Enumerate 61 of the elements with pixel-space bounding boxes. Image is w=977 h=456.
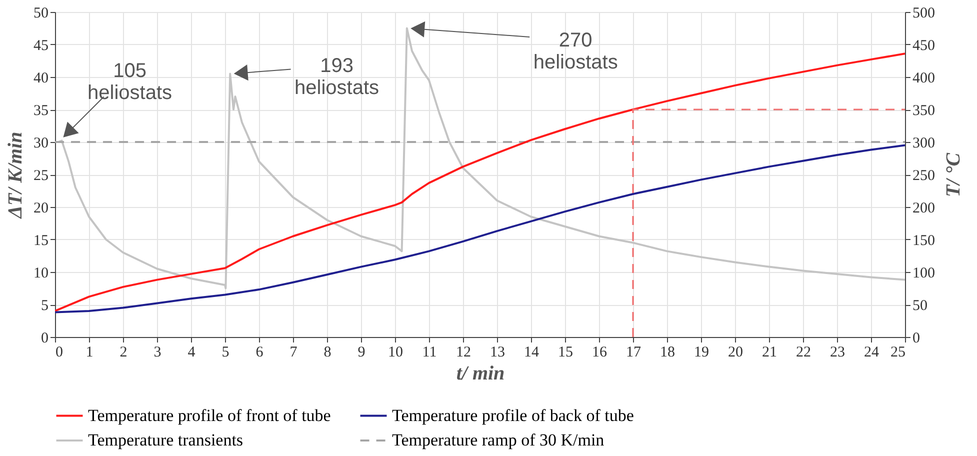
x-tick-label: 17 [626,344,642,360]
x-tick-label: 9 [358,344,366,360]
x-tick-label: 7 [290,344,298,360]
x-tick-label: 18 [660,344,675,360]
y2-tick-label: 200 [912,200,935,216]
x-tick-label: 2 [120,344,128,360]
x-tick-label: 22 [796,344,811,360]
y-tick-label: 0 [41,330,48,346]
x-tick-label: 19 [694,344,709,360]
legend-label: Temperature profile of front of tube [88,406,331,425]
annotation: 105 heliostats [88,60,172,104]
y-tick-label: 35 [34,103,48,119]
y2-axis-title: T/ °C [942,152,964,198]
x-tick-label: 21 [762,344,777,360]
y2-tick-label: 500 [912,6,935,22]
x-tick-label: 5 [222,344,230,360]
line-series [57,27,905,290]
y-tick-label: 10 [34,266,48,282]
y-tick-label: 25 [34,168,48,184]
x-tick-label: 15 [558,344,573,360]
annotation: 270 heliostats [533,29,618,74]
x-tick-label: 3 [154,344,162,360]
x-tick-label: 12 [456,344,471,360]
x-tick-label: 0 [56,344,63,360]
y2-tick-label: 0 [912,330,920,346]
legend-label: Temperature ramp of 30 K/min [392,430,605,450]
legend-label: Temperature profile of back of tube [392,406,634,425]
y2-tick-label: 250 [912,168,935,184]
y2-tick-label: 150 [912,233,935,249]
y-axis-title: ΔT/ K/min [4,132,26,220]
x-tick-label: 14 [524,344,540,360]
y2-tick-label: 300 [912,136,935,152]
y-tick-label: 20 [34,200,48,216]
y-tick-label: 30 [34,136,48,152]
y-tick-label: 50 [34,6,48,22]
x-tick-label: 8 [324,344,332,360]
x-tick-label: 20 [728,344,743,360]
legend-label: Temperature transients [88,430,244,450]
x-tick-label: 16 [592,344,608,360]
y-tick-label: 40 [34,70,48,86]
y2-tick-label: 100 [912,266,935,282]
x-tick-label: 13 [490,344,505,360]
x-tick-label: 4 [188,344,196,360]
x-tick-label: 25 [890,344,906,360]
x-tick-label: 6 [256,344,264,360]
line-series [55,144,905,314]
x-tick-label: 10 [388,344,403,360]
x-tick-label: 1 [86,344,94,360]
y-tick-label: 45 [34,38,48,54]
annotation: 193 heliostats [294,54,380,99]
x-axis-title: t/ min [456,362,505,384]
y-tick-label: 5 [41,298,48,314]
y2-tick-label: 400 [912,70,935,86]
y2-tick-label: 450 [912,38,935,54]
line-series [55,52,905,312]
y2-tick-label: 50 [912,298,928,314]
y2-tick-label: 350 [912,103,935,119]
x-tick-label: 11 [422,344,437,360]
y-tick-label: 15 [34,233,48,249]
x-tick-label: 24 [864,344,880,360]
x-tick-label: 23 [830,344,845,360]
